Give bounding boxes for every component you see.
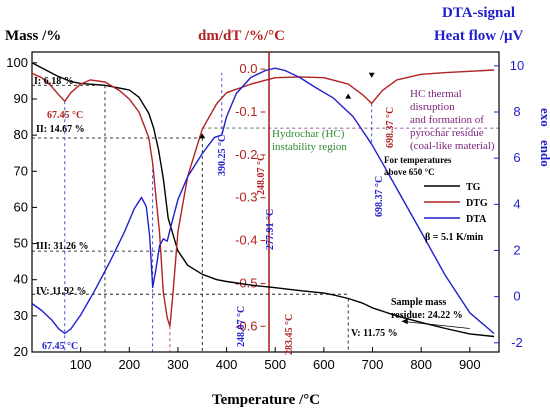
dta-tick-label: 10	[510, 58, 524, 73]
mass-step-iv: IV: 11.92 %	[36, 286, 86, 297]
mass-step-ii: II: 14.67 %	[36, 124, 85, 135]
legend: TG DTG DTA β = 5.1 K/min	[424, 182, 488, 243]
hc-text-5: (coal-like material)	[410, 140, 495, 152]
x-tick-label: 500	[264, 357, 286, 372]
mass-tick-label: 100	[6, 55, 28, 70]
residue-text-1: Sample mass	[391, 297, 446, 308]
arrow-mass-650	[345, 93, 352, 99]
peak-dtg-67: 67.45 °C	[47, 110, 83, 121]
mass-axis-ticks: 20 30 40 50 60 70 80 90 100	[6, 55, 37, 359]
arrow-dtg-698	[368, 72, 375, 78]
mass-step-i: I: 6.18 %	[34, 76, 74, 87]
annotations: I: 6.18 % II: 14.67 % III: 31.26 % IV: 1…	[34, 76, 550, 355]
mass-axis-title: Mass /%	[5, 28, 61, 44]
dmdt-tick-label: -0.2	[235, 147, 257, 162]
peak-dtg-698: 698.37 °C	[385, 107, 396, 148]
x-axis-ticks: 100 200 300 400 500 600 700 800 900	[70, 347, 481, 372]
hc-text-3: and formation of	[410, 114, 484, 126]
mass-tick-label: 60	[14, 199, 28, 214]
legend-label-dtg: DTG	[466, 198, 488, 209]
legend-label-tg: TG	[466, 182, 481, 193]
legend-rate: β = 5.1 K/min	[425, 232, 484, 243]
series-dtg-line	[31, 69, 495, 327]
peak-dta-390: 390.25 °C	[217, 135, 228, 176]
x-axis-title: Temperature /°C	[212, 392, 320, 408]
peak-dtg-283: 283.45 °C	[284, 314, 295, 355]
x-tick-label: 200	[118, 357, 140, 372]
series-dta-line	[31, 67, 495, 335]
mass-tick-label: 30	[14, 308, 28, 323]
endo-label: endo	[538, 140, 550, 167]
dmdt-axis-title: dm/dT /%/°C	[198, 28, 285, 44]
hc-text-4: pyrochar residue	[410, 127, 484, 139]
peak-dta-698: 698.37 °C	[374, 176, 385, 217]
dmdt-tick-label: -0.6	[235, 318, 257, 333]
x-tick-label: 800	[410, 357, 432, 372]
x-tick-label: 100	[70, 357, 92, 372]
arrow-residue-head	[401, 318, 408, 325]
peak-dta-277: 277.91 °C	[265, 209, 276, 250]
series-layer	[31, 62, 495, 338]
legend-label-dta: DTA	[466, 214, 487, 225]
mass-step-v: V: 11.75 %	[351, 328, 398, 339]
hydrochar-label-1: Hydrochar (HC)	[272, 128, 345, 140]
for-temp-text-1: For temperatures	[384, 155, 452, 165]
mass-tick-label: 80	[14, 127, 28, 142]
mass-tick-label: 40	[14, 272, 28, 287]
x-tick-label: 400	[216, 357, 238, 372]
mass-tick-label: 90	[14, 91, 28, 106]
dmdt-tick-label: 0.0	[239, 61, 257, 76]
peak-dta-67: 67.45 °C	[42, 341, 78, 352]
dmdt-tick-label: -0.1	[235, 104, 257, 119]
dta-tick-label: 0	[513, 289, 520, 304]
peak-dtg-248: 248.07 °C	[256, 154, 267, 195]
dta-tick-label: 4	[513, 196, 520, 211]
dta-axis-ticks: 10 8 6 4 2 0 -2	[494, 58, 524, 350]
hydrochar-label-2: instability region	[272, 141, 347, 153]
x-tick-label: 900	[459, 357, 481, 372]
peak-dta-248: 248.07 °C	[236, 306, 247, 347]
residue-text-2: residue: 24.22 %	[391, 310, 463, 321]
hc-text-2: disruption	[410, 101, 455, 113]
guide-lines	[32, 72, 499, 352]
plot-frame	[31, 51, 500, 353]
hc-text-1: HC thermal	[410, 88, 462, 100]
mass-tick-label: 70	[14, 163, 28, 178]
arrow-mass-ii	[199, 133, 206, 139]
dta-axis-title-1: DTA-signal	[442, 5, 515, 21]
dmdt-tick-label: -0.4	[235, 233, 257, 248]
dmdt-tick-label: -0.3	[235, 190, 257, 205]
dmdt-tick-label: -0.5	[235, 275, 257, 290]
dta-tick-label: 6	[513, 150, 520, 165]
mass-step-iii: III: 31.26 %	[36, 241, 89, 252]
dta-axis-title-2: Heat flow /μV	[434, 28, 523, 44]
arrow-residue-line	[401, 320, 470, 329]
mass-tick-label: 50	[14, 236, 28, 251]
dmdt-axis-ticks: 0.0 -0.1 -0.2 -0.3 -0.4 -0.5 -0.6	[235, 61, 266, 333]
dta-tick-label: 2	[513, 242, 520, 257]
exo-label: exo	[538, 108, 550, 127]
series-tg-line	[31, 62, 495, 338]
mass-tick-label: 20	[14, 344, 28, 359]
x-tick-label: 300	[167, 357, 189, 372]
x-tick-label: 700	[362, 357, 384, 372]
dta-tick-label: -2	[511, 335, 523, 350]
x-tick-label: 600	[313, 357, 335, 372]
dta-tick-label: 8	[513, 104, 520, 119]
for-temp-text-2: above 650 °C	[384, 167, 435, 177]
